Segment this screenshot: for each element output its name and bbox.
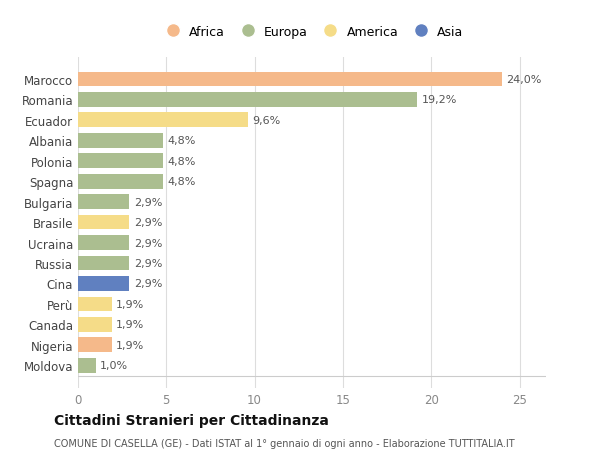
Text: Cittadini Stranieri per Cittadinanza: Cittadini Stranieri per Cittadinanza [54, 414, 329, 428]
Bar [78, 93, 417, 107]
Text: 1,9%: 1,9% [116, 340, 144, 350]
Text: COMUNE DI CASELLA (GE) - Dati ISTAT al 1° gennaio di ogni anno - Elaborazione TU: COMUNE DI CASELLA (GE) - Dati ISTAT al 1… [54, 438, 515, 448]
Text: 2,9%: 2,9% [134, 218, 162, 228]
Text: 9,6%: 9,6% [252, 116, 280, 126]
Text: 2,9%: 2,9% [134, 238, 162, 248]
Legend: Africa, Europa, America, Asia: Africa, Europa, America, Asia [161, 26, 463, 39]
Text: 2,9%: 2,9% [134, 197, 162, 207]
Bar [78, 134, 163, 148]
Bar [78, 317, 112, 332]
Text: 4,8%: 4,8% [167, 136, 196, 146]
Text: 2,9%: 2,9% [134, 258, 162, 269]
Bar [78, 358, 95, 373]
Text: 1,9%: 1,9% [116, 299, 144, 309]
Bar [78, 297, 112, 312]
Bar [78, 154, 163, 169]
Bar [78, 235, 129, 250]
Text: 1,9%: 1,9% [116, 319, 144, 330]
Bar [78, 113, 248, 128]
Text: 1,0%: 1,0% [100, 360, 128, 370]
Bar [78, 174, 163, 189]
Bar [78, 195, 129, 210]
Text: 2,9%: 2,9% [134, 279, 162, 289]
Bar [78, 215, 129, 230]
Bar [78, 73, 502, 87]
Text: 4,8%: 4,8% [167, 177, 196, 187]
Bar [78, 338, 112, 353]
Text: 4,8%: 4,8% [167, 157, 196, 166]
Bar [78, 256, 129, 271]
Bar [78, 276, 129, 291]
Text: 19,2%: 19,2% [421, 95, 457, 105]
Text: 24,0%: 24,0% [506, 75, 542, 85]
